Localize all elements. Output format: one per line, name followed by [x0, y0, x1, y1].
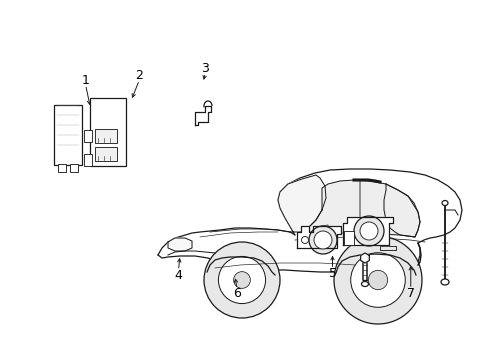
- Circle shape: [233, 272, 250, 288]
- Text: 2: 2: [135, 69, 143, 82]
- FancyBboxPatch shape: [95, 129, 117, 143]
- FancyBboxPatch shape: [343, 231, 353, 245]
- Text: 1: 1: [81, 75, 89, 87]
- Text: 4: 4: [174, 269, 182, 282]
- Polygon shape: [342, 217, 392, 245]
- Circle shape: [367, 270, 387, 290]
- Polygon shape: [168, 238, 192, 251]
- FancyBboxPatch shape: [70, 164, 78, 172]
- Ellipse shape: [353, 216, 383, 246]
- Circle shape: [350, 253, 405, 307]
- Text: 6: 6: [233, 287, 241, 300]
- Polygon shape: [360, 253, 368, 263]
- Ellipse shape: [361, 282, 368, 287]
- FancyBboxPatch shape: [58, 164, 66, 172]
- Text: 5: 5: [328, 267, 336, 280]
- Circle shape: [218, 256, 265, 303]
- Ellipse shape: [308, 226, 336, 254]
- Polygon shape: [314, 225, 327, 232]
- FancyBboxPatch shape: [90, 98, 126, 166]
- Ellipse shape: [440, 279, 448, 285]
- Polygon shape: [195, 106, 210, 125]
- Polygon shape: [296, 226, 340, 248]
- Circle shape: [203, 242, 280, 318]
- FancyBboxPatch shape: [84, 130, 92, 142]
- Ellipse shape: [301, 237, 308, 243]
- FancyBboxPatch shape: [95, 147, 117, 161]
- FancyBboxPatch shape: [54, 105, 82, 165]
- Polygon shape: [158, 169, 461, 275]
- Circle shape: [333, 236, 421, 324]
- Ellipse shape: [313, 231, 331, 249]
- Polygon shape: [278, 175, 325, 235]
- Ellipse shape: [441, 201, 447, 206]
- Polygon shape: [383, 184, 419, 237]
- Text: 3: 3: [201, 62, 209, 75]
- Polygon shape: [299, 180, 419, 237]
- Ellipse shape: [359, 222, 377, 240]
- Text: 7: 7: [406, 287, 414, 300]
- FancyBboxPatch shape: [84, 154, 92, 166]
